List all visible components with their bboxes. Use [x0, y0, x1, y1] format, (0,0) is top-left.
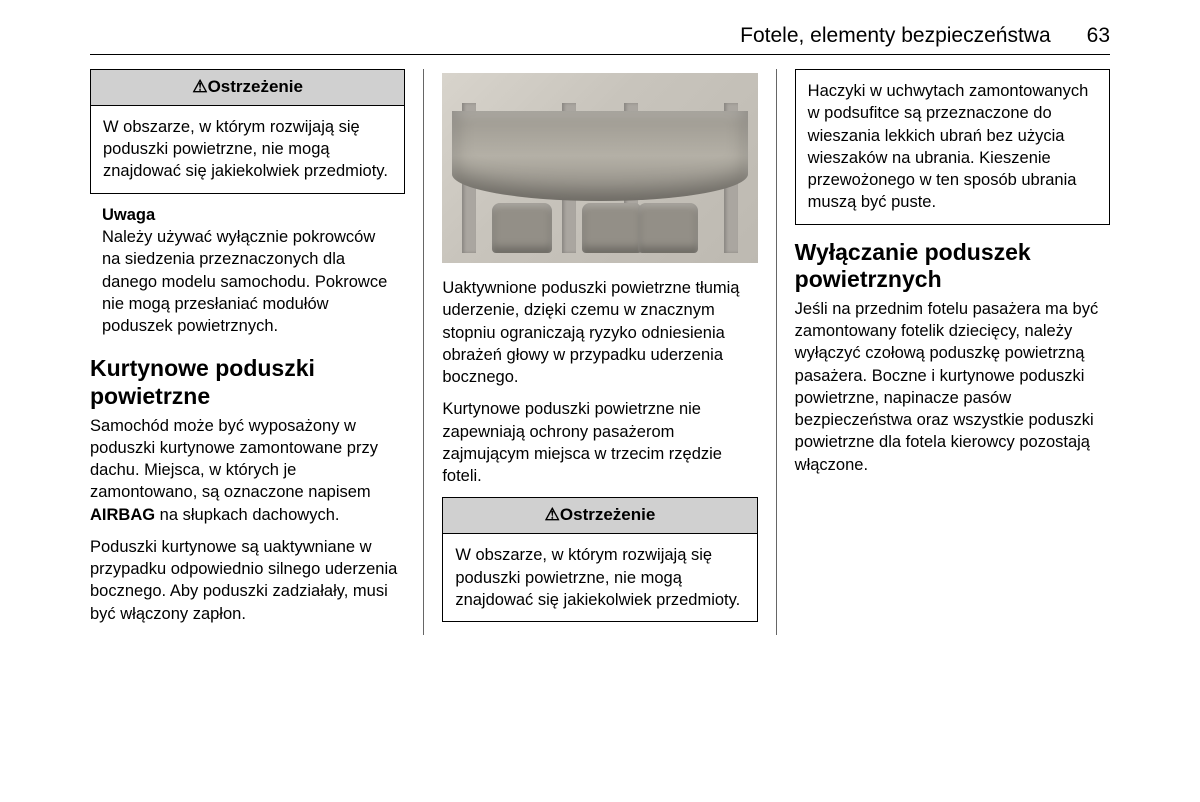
note-body: Należy używać wyłącznie pokrowców na sie… — [90, 226, 405, 345]
hanger-info-box: Haczyki w uchwytach zamontowanych w pods… — [795, 69, 1110, 225]
warning-body: W obszarze, w którym rozwijają się podus… — [443, 534, 756, 621]
warning-body: W obszarze, w którym rozwijają się podus… — [91, 106, 404, 193]
warning-header: ⚠Ostrzeżenie — [443, 498, 756, 534]
curtain-airbag-illustration — [442, 73, 757, 263]
paragraph: Poduszki kurtynowe są uaktywniane w przy… — [90, 536, 405, 625]
text: na słupkach dachowych. — [155, 506, 339, 524]
chapter-title: Fotele, elementy bezpieczeństwa — [740, 24, 1051, 48]
warning-header: ⚠Ostrzeżenie — [91, 70, 404, 106]
manual-page: Fotele, elementy bezpieczeństwa 63 ⚠Ostr… — [0, 0, 1200, 659]
column-right: Haczyki w uchwytach zamontowanych w pods… — [777, 69, 1110, 635]
section-heading-curtain-airbags: Kurtynowe poduszki powietrzne — [90, 355, 405, 410]
warning-label: Ostrzeżenie — [208, 77, 303, 96]
airbag-label-strong: AIRBAG — [90, 506, 155, 524]
warning-icon: ⚠ — [192, 77, 207, 96]
text: Samochód może być wyposażony w poduszki … — [90, 417, 378, 502]
warning-box: ⚠Ostrzeżenie W obszarze, w którym rozwij… — [442, 497, 757, 622]
page-header: Fotele, elementy bezpieczeństwa 63 — [90, 24, 1110, 55]
section-heading-disable-airbags: Wyłączanie poduszek powietrznych — [795, 239, 1110, 294]
note-heading: Uwaga — [90, 204, 405, 226]
content-columns: ⚠Ostrzeżenie W obszarze, w którym rozwij… — [90, 69, 1110, 635]
column-left: ⚠Ostrzeżenie W obszarze, w którym rozwij… — [90, 69, 424, 635]
warning-box: ⚠Ostrzeżenie W obszarze, w którym rozwij… — [90, 69, 405, 194]
warning-icon: ⚠ — [545, 505, 560, 524]
warning-label: Ostrzeżenie — [560, 505, 655, 524]
paragraph: Jeśli na przednim fotelu pasażera ma być… — [795, 298, 1110, 476]
paragraph: Uaktywnione poduszki powietrzne tłumią u… — [442, 277, 757, 388]
paragraph: Kurtynowe poduszki powietrzne nie zapewn… — [442, 398, 757, 487]
column-middle: Uaktywnione poduszki powietrzne tłumią u… — [424, 69, 776, 635]
paragraph: Samochód może być wyposażony w poduszki … — [90, 415, 405, 526]
page-number: 63 — [1087, 24, 1110, 48]
